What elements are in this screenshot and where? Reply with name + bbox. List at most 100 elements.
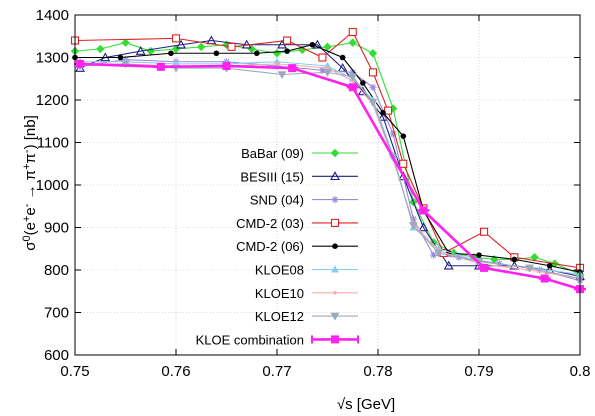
data-point bbox=[409, 215, 417, 223]
data-point bbox=[273, 62, 281, 70]
legend-label: KLOE10 bbox=[255, 286, 304, 301]
data-point bbox=[348, 27, 357, 37]
data-point bbox=[525, 264, 534, 273]
data-point bbox=[96, 44, 105, 54]
data-point bbox=[312, 39, 323, 49]
legend-marker bbox=[332, 243, 338, 249]
data-point bbox=[283, 36, 292, 45]
data-point bbox=[117, 54, 124, 61]
data-point bbox=[288, 64, 297, 73]
data-point bbox=[284, 48, 290, 54]
series-2 bbox=[76, 56, 584, 285]
legend-label: KLOE12 bbox=[255, 309, 304, 324]
data-point bbox=[399, 159, 408, 168]
data-point bbox=[380, 109, 386, 116]
data-point bbox=[121, 38, 130, 47]
legend-marker bbox=[330, 171, 340, 181]
y-tick-label: 1400 bbox=[36, 7, 69, 24]
x-tick-label: 0.78 bbox=[363, 363, 392, 380]
data-point bbox=[369, 83, 377, 91]
data-point bbox=[479, 227, 489, 236]
legend-marker bbox=[330, 148, 340, 158]
legend-entry: KLOE10 bbox=[255, 286, 358, 301]
data-point bbox=[339, 54, 346, 61]
data-point bbox=[171, 34, 181, 43]
data-point bbox=[272, 49, 282, 58]
legend-entry: KLOE08 bbox=[255, 263, 358, 278]
series-line bbox=[80, 63, 581, 280]
legend-entry: CMD-2 (03) bbox=[236, 216, 358, 231]
x-tick-label: 0.79 bbox=[464, 363, 493, 380]
data-point bbox=[213, 50, 220, 57]
data-point bbox=[368, 49, 378, 58]
legend-label: CMD-2 (03) bbox=[236, 216, 304, 231]
data-point bbox=[176, 39, 186, 49]
data-point bbox=[323, 69, 332, 77]
y-tick-label: 900 bbox=[44, 220, 69, 237]
data-point bbox=[443, 260, 454, 270]
series-7 bbox=[75, 60, 585, 284]
legend-entry: BaBar (09) bbox=[241, 146, 358, 161]
data-point bbox=[368, 68, 378, 77]
data-point bbox=[318, 53, 327, 62]
legend-marker bbox=[331, 196, 339, 204]
series-line bbox=[80, 61, 581, 275]
data-point bbox=[409, 222, 418, 230]
data-point bbox=[325, 66, 330, 70]
y-tick-label: 800 bbox=[44, 262, 69, 279]
data-point bbox=[349, 68, 357, 76]
data-point bbox=[135, 45, 146, 55]
data-point bbox=[241, 39, 252, 49]
data-point bbox=[76, 59, 85, 68]
series-5 bbox=[76, 57, 584, 278]
data-point bbox=[434, 249, 443, 258]
legend-label: KLOE combination bbox=[196, 332, 304, 347]
data-point bbox=[430, 251, 438, 259]
data-point bbox=[348, 73, 358, 82]
data-point bbox=[227, 42, 236, 51]
data-point bbox=[368, 98, 378, 107]
data-point bbox=[253, 50, 260, 57]
data-point bbox=[156, 62, 165, 71]
legend-label: BESIII (15) bbox=[240, 169, 304, 184]
data-point bbox=[418, 222, 429, 232]
x-axis-label: √s [GeV] bbox=[337, 396, 395, 413]
legend-entry: KLOE12 bbox=[255, 309, 358, 324]
legend-entry: SND (04) bbox=[250, 193, 358, 208]
y-axis-label: σ0(e+e- → π+π-) [nb] bbox=[21, 115, 39, 251]
data-point bbox=[511, 256, 518, 263]
y-tick-label: 1100 bbox=[37, 135, 69, 152]
legend-entry: CMD-2 (06) bbox=[236, 239, 358, 254]
tick-layer: 600 700 800 900 1000 1100 1200 1300 1400 0.75 0.76… bbox=[36, 7, 591, 380]
legend-marker bbox=[333, 291, 337, 295]
data-point bbox=[419, 206, 428, 215]
data-point bbox=[480, 263, 489, 272]
legend-marker bbox=[331, 335, 339, 344]
data-point bbox=[348, 83, 357, 92]
legend-marker bbox=[330, 218, 340, 227]
y-tick-label: 700 bbox=[44, 305, 69, 322]
y-tick-label: 1000 bbox=[36, 177, 69, 194]
x-tick-label: 0.77 bbox=[262, 363, 291, 380]
legend-label: KLOE08 bbox=[255, 263, 304, 278]
x-tick-label: 0.8 bbox=[570, 363, 591, 380]
legend-entry: BESIII (15) bbox=[240, 169, 358, 184]
series-line bbox=[74, 31, 581, 269]
y-tick-label: 1300 bbox=[36, 50, 69, 67]
data-point bbox=[275, 62, 279, 66]
series-line bbox=[74, 42, 581, 275]
legend: BaBar (09) BESIII (15) SND (04) CMD-2 (03) C… bbox=[196, 146, 359, 347]
series-line bbox=[79, 59, 581, 282]
x-tick-label: 0.76 bbox=[161, 363, 190, 380]
series-6 bbox=[78, 62, 582, 281]
legend-entry: KLOE combination bbox=[196, 332, 359, 347]
data-point bbox=[360, 80, 366, 86]
data-point bbox=[277, 71, 287, 80]
data-point bbox=[389, 130, 397, 138]
legend-marker bbox=[330, 312, 340, 321]
data-point bbox=[222, 62, 231, 70]
data-point bbox=[168, 50, 174, 57]
data-point bbox=[323, 42, 332, 52]
series-8 bbox=[74, 59, 586, 294]
